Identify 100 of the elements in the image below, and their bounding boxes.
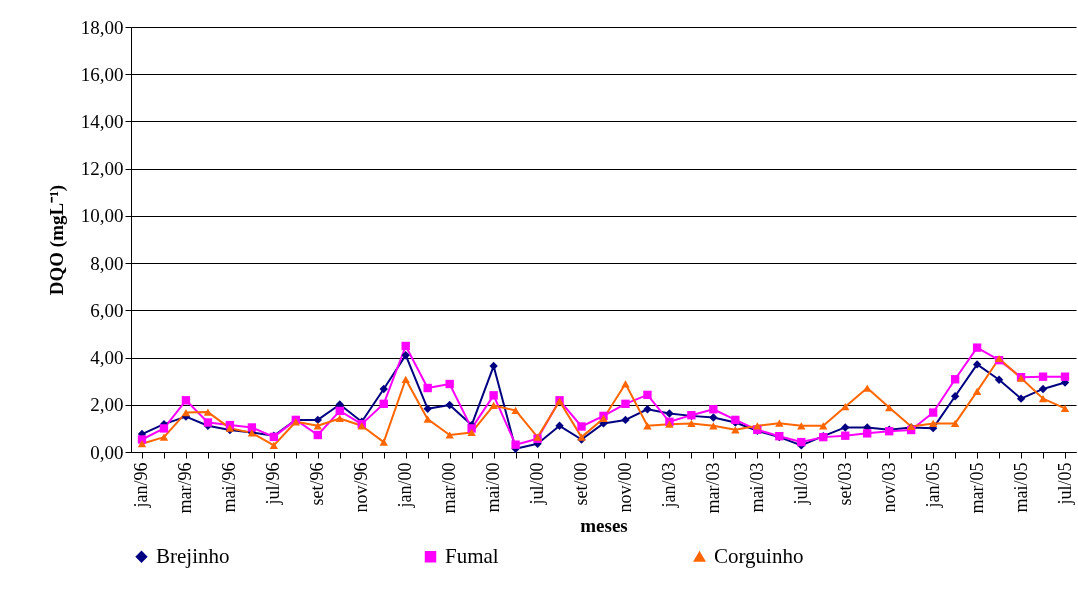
point xyxy=(335,414,344,423)
point xyxy=(950,392,960,401)
point xyxy=(313,422,322,430)
point xyxy=(841,403,850,411)
point xyxy=(972,343,982,352)
point xyxy=(445,379,454,389)
point xyxy=(335,406,344,416)
point xyxy=(1060,404,1070,412)
y-tick-label: 12,00 xyxy=(80,158,124,180)
point xyxy=(621,399,630,409)
point xyxy=(972,360,982,369)
y-tick-label: 14,00 xyxy=(80,110,124,132)
x-tick-label: mai/05 xyxy=(1010,462,1031,513)
point xyxy=(994,375,1004,384)
x-tick-label: set/96 xyxy=(307,462,328,506)
y-axis-title: DQO (mgL⁻¹) xyxy=(45,184,68,296)
point xyxy=(819,422,828,430)
point xyxy=(643,405,652,414)
x-tick-label: mar/96 xyxy=(175,462,196,514)
x-tick-label: mar/03 xyxy=(702,462,723,514)
point xyxy=(643,422,652,430)
point xyxy=(885,403,894,412)
point xyxy=(928,419,938,428)
point xyxy=(489,361,498,371)
point xyxy=(972,387,982,395)
point xyxy=(709,422,718,430)
point xyxy=(1038,384,1048,394)
point xyxy=(401,351,410,360)
x-tick-label: jul/96 xyxy=(263,462,284,506)
x-tick-label: jan/03 xyxy=(658,462,679,509)
point xyxy=(423,415,432,423)
point xyxy=(181,396,191,405)
point xyxy=(269,441,279,450)
x-axis-title: meses xyxy=(580,515,628,537)
point xyxy=(841,423,850,432)
y-tick-label: 10,00 xyxy=(80,205,124,227)
point xyxy=(401,375,410,383)
point xyxy=(159,433,169,441)
point xyxy=(445,400,454,410)
point xyxy=(423,383,432,393)
point xyxy=(467,428,476,437)
point xyxy=(665,409,674,418)
x-tick-label: mai/03 xyxy=(746,462,767,513)
x-tick-label: jan/00 xyxy=(395,462,416,509)
point xyxy=(313,430,322,440)
y-tick-label: 4,00 xyxy=(90,347,124,369)
legend-label: Corguinho xyxy=(714,543,804,568)
point xyxy=(511,440,520,449)
point xyxy=(555,421,564,430)
point xyxy=(379,384,388,394)
legend-label: Fumal xyxy=(445,543,499,568)
y-tick-label: 6,00 xyxy=(90,299,124,321)
point xyxy=(137,440,147,448)
point xyxy=(181,408,191,417)
x-tick-label: set/03 xyxy=(834,462,855,506)
y-tick-label: 16,00 xyxy=(80,63,124,85)
point xyxy=(643,390,652,400)
x-tick-label: nov/03 xyxy=(878,462,899,513)
y-tick-label: 0,00 xyxy=(90,441,124,463)
point xyxy=(203,408,213,416)
point xyxy=(709,405,718,414)
x-tick-label: set/00 xyxy=(571,462,592,506)
y-tick-label: 18,00 xyxy=(80,16,124,38)
point xyxy=(841,431,850,440)
point xyxy=(621,380,630,388)
point xyxy=(709,413,718,422)
point xyxy=(863,384,872,392)
point xyxy=(731,426,740,434)
point xyxy=(1038,395,1048,403)
point xyxy=(775,419,784,427)
point xyxy=(950,375,960,384)
y-tick-label: 8,00 xyxy=(90,252,124,274)
point xyxy=(445,431,454,439)
point xyxy=(379,399,388,409)
point xyxy=(489,401,498,410)
point xyxy=(1016,394,1026,403)
y-tick-label: 2,00 xyxy=(90,394,124,416)
x-tick-label: jul/03 xyxy=(790,462,811,506)
point xyxy=(423,404,432,413)
x-tick-label: mai/96 xyxy=(219,462,240,513)
point xyxy=(313,415,322,425)
point xyxy=(379,438,388,446)
point xyxy=(401,341,410,351)
x-tick-label: jul/05 xyxy=(1054,462,1075,506)
x-tick-label: mai/00 xyxy=(483,462,504,513)
point xyxy=(1060,372,1070,381)
point xyxy=(797,437,806,447)
legend-label: Brejinho xyxy=(156,543,230,568)
x-tick-label: nov/00 xyxy=(614,462,635,513)
point xyxy=(621,415,630,425)
x-tick-label: jan/05 xyxy=(922,462,943,509)
point xyxy=(863,429,872,438)
point xyxy=(753,422,762,430)
x-tick-label: jan/96 xyxy=(131,462,152,509)
x-tick-label: nov/96 xyxy=(351,462,372,513)
point xyxy=(511,406,520,415)
x-tick-label: jul/00 xyxy=(527,462,548,506)
point xyxy=(687,419,696,428)
point xyxy=(950,419,960,428)
point xyxy=(489,391,498,400)
